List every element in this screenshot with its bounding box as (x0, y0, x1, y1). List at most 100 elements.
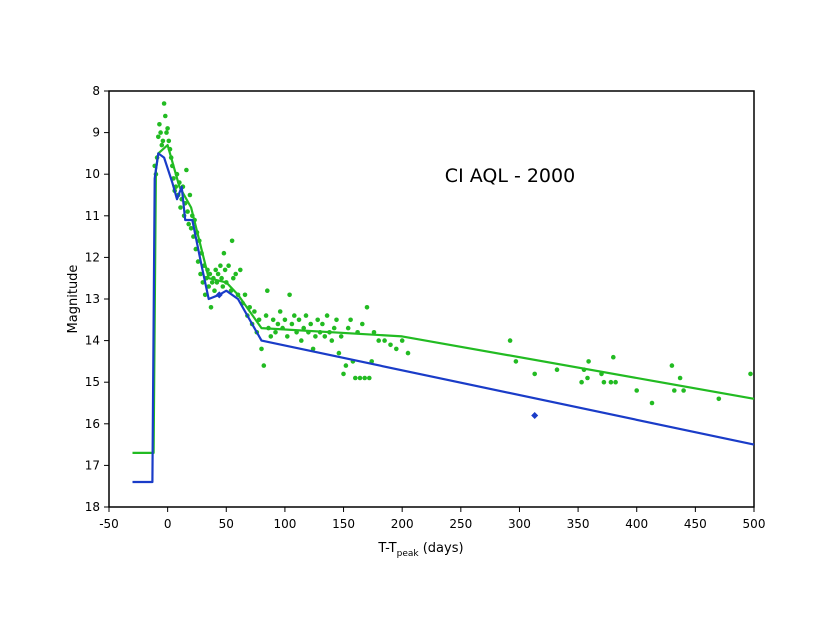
data-point (513, 359, 519, 364)
series-line (132, 144, 755, 454)
data-point (178, 205, 183, 210)
data-point (213, 267, 218, 273)
data-point (310, 346, 316, 352)
data-point (303, 313, 309, 318)
data-point (221, 250, 227, 256)
y-tick-label: 15 (85, 375, 100, 389)
data-point (275, 321, 281, 327)
y-axis-title: Magnitude (66, 265, 81, 334)
data-point (371, 330, 377, 335)
data-point (348, 317, 353, 323)
data-point (315, 317, 321, 323)
data-point (165, 126, 170, 131)
data-point (292, 313, 297, 318)
data-point (681, 388, 686, 393)
data-point (287, 292, 292, 298)
data-point (202, 292, 208, 298)
data-point (649, 400, 655, 406)
plot-frame (108, 90, 755, 508)
y-tick-label: 14 (85, 334, 100, 348)
series-line (132, 152, 755, 484)
x-tick-label: 450 (684, 517, 707, 531)
chart-title: CI AQL - 2000 (445, 165, 575, 187)
y-axis-ticks: 8 9 10 11 12 13 14 15 16 17 18 (85, 84, 109, 514)
x-tick-label: 400 (625, 517, 648, 531)
data-point (336, 350, 342, 356)
data-point (277, 309, 283, 314)
x-axis-title-subscript: peak (397, 549, 420, 559)
data-point (313, 334, 318, 339)
data-point (341, 371, 346, 377)
data-point (238, 267, 243, 273)
data-point (259, 346, 264, 352)
x-axis-ticks: -50 0 50 100 150 200 250 300 350 400 450 500 (99, 507, 765, 531)
data-point (265, 288, 270, 294)
data-point (382, 338, 387, 343)
data-point (296, 317, 302, 323)
data-point (198, 271, 203, 277)
data-point (166, 138, 172, 144)
x-tick-label: 500 (743, 517, 766, 531)
data-point (367, 375, 372, 381)
data-point (256, 317, 262, 323)
data-point (219, 275, 224, 281)
data-point (611, 354, 616, 360)
data-point (748, 371, 753, 377)
y-tick-label: 18 (85, 500, 100, 514)
y-tick-label: 13 (85, 292, 100, 306)
data-point (188, 226, 194, 231)
data-point (507, 338, 513, 343)
data-point (586, 359, 591, 364)
data-point (672, 388, 677, 393)
data-point (220, 284, 226, 289)
data-point (185, 209, 190, 214)
data-point (268, 334, 274, 339)
data-point (226, 263, 231, 269)
data-point (263, 313, 269, 318)
data-point (554, 367, 560, 373)
data-point (161, 101, 167, 106)
data-point (532, 371, 537, 377)
data-point (301, 325, 307, 331)
data-point (289, 321, 295, 327)
data-point (394, 346, 399, 352)
data-point (357, 375, 363, 381)
data-point (270, 317, 276, 323)
data-point (158, 130, 163, 135)
data-point (242, 292, 248, 298)
x-axis-title-main: T-T (377, 541, 396, 556)
y-tick-label: 12 (85, 250, 100, 264)
y-tick-label: 17 (85, 458, 100, 472)
data-point (579, 379, 584, 385)
data-point (215, 271, 221, 277)
data-point (334, 317, 339, 323)
data-point (308, 321, 314, 327)
data-point (360, 321, 365, 327)
y-tick-label: 10 (85, 167, 100, 181)
data-point (233, 271, 238, 277)
data-point (353, 375, 358, 381)
data-point (164, 130, 169, 135)
data-point (222, 267, 228, 273)
data-point (320, 321, 325, 327)
x-axis-title-suffix: (days) (419, 541, 464, 556)
y-tick-label: 8 (92, 84, 100, 98)
data-point (218, 263, 223, 269)
x-tick-label: 300 (508, 517, 531, 531)
y-tick-label: 16 (85, 417, 100, 431)
x-tick-label: 100 (273, 517, 296, 531)
data-point (322, 334, 328, 339)
data-point (212, 288, 217, 294)
data-point (184, 167, 189, 173)
data-point (601, 379, 607, 385)
data-point (206, 284, 211, 289)
data-point (163, 113, 168, 119)
data-point (329, 338, 335, 343)
data-point (195, 259, 201, 264)
x-tick-label: 250 (449, 517, 472, 531)
data-point (252, 309, 257, 314)
data-point (273, 330, 278, 335)
x-tick-label: 350 (567, 517, 590, 531)
data-point (186, 221, 191, 227)
data-point (338, 334, 344, 339)
